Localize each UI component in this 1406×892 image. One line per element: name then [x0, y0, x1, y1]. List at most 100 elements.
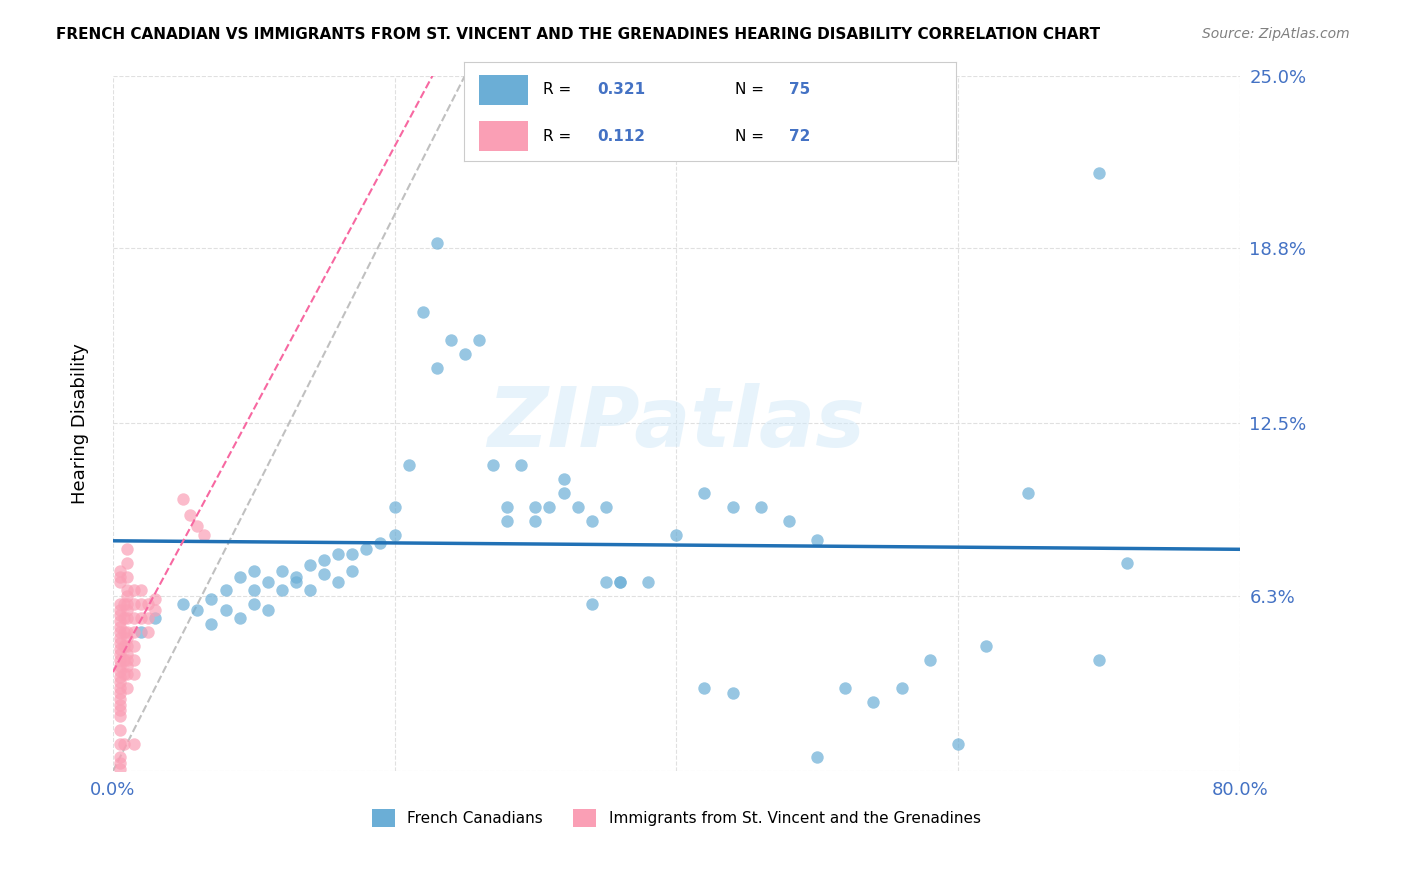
Point [426, 360, 449, 375]
Point [172, 491, 194, 506]
Point [108, 564, 131, 578]
Point [108, 598, 131, 612]
Point [553, 472, 575, 486]
Point [108, 723, 131, 737]
Y-axis label: Hearing Disability: Hearing Disability [72, 343, 89, 504]
Point [108, 625, 131, 640]
Point [129, 583, 152, 598]
Point [172, 598, 194, 612]
Point [115, 653, 138, 667]
Point [112, 737, 135, 751]
Point [108, 636, 131, 650]
FancyBboxPatch shape [478, 75, 529, 104]
Point [665, 528, 688, 542]
Point [553, 486, 575, 500]
Point [122, 639, 145, 653]
Point [115, 541, 138, 556]
Point [946, 737, 969, 751]
Point [122, 583, 145, 598]
Point [108, 750, 131, 764]
Point [567, 500, 589, 514]
Point [200, 591, 222, 606]
Point [384, 500, 406, 514]
Point [426, 235, 449, 250]
Point [186, 519, 208, 533]
Point [115, 681, 138, 695]
Text: N =: N = [734, 82, 769, 97]
Point [129, 598, 152, 612]
Point [284, 569, 307, 583]
Point [112, 598, 135, 612]
Point [242, 564, 264, 578]
Text: 72: 72 [789, 128, 810, 144]
Point [136, 611, 159, 625]
Point [595, 500, 617, 514]
Point [454, 347, 477, 361]
Point [806, 750, 828, 764]
Point [115, 648, 138, 662]
Point [115, 556, 138, 570]
Point [834, 681, 856, 695]
Point [242, 598, 264, 612]
Point [468, 333, 491, 347]
Point [778, 514, 800, 528]
Point [108, 648, 131, 662]
Point [721, 686, 744, 700]
Point [108, 681, 131, 695]
Point [179, 508, 201, 523]
Point [496, 514, 519, 528]
Point [115, 631, 138, 645]
Point [108, 664, 131, 678]
Point [806, 533, 828, 548]
Point [609, 575, 631, 590]
Point [510, 458, 533, 473]
Point [122, 625, 145, 640]
Point [256, 603, 278, 617]
Point [862, 695, 884, 709]
Legend: French Canadians, Immigrants from St. Vincent and the Grenadines: French Canadians, Immigrants from St. Vi… [366, 803, 987, 833]
Point [918, 653, 941, 667]
Point [108, 631, 131, 645]
Point [270, 583, 292, 598]
Point [200, 616, 222, 631]
Point [749, 500, 772, 514]
Point [890, 681, 912, 695]
Point [108, 619, 131, 633]
Point [108, 762, 131, 776]
Point [115, 569, 138, 583]
Text: R =: R = [543, 82, 576, 97]
FancyBboxPatch shape [478, 121, 529, 151]
Point [108, 658, 131, 673]
Point [108, 603, 131, 617]
Text: Source: ZipAtlas.com: Source: ZipAtlas.com [1202, 27, 1350, 41]
Point [129, 611, 152, 625]
Point [214, 603, 236, 617]
Point [108, 670, 131, 684]
Point [112, 639, 135, 653]
Point [108, 575, 131, 590]
Point [314, 553, 336, 567]
Point [143, 591, 166, 606]
Text: 0.112: 0.112 [596, 128, 645, 144]
Point [122, 598, 145, 612]
Point [143, 603, 166, 617]
Point [122, 611, 145, 625]
Point [496, 500, 519, 514]
Point [328, 547, 350, 561]
Point [299, 558, 322, 573]
Point [384, 528, 406, 542]
Point [342, 564, 364, 578]
Point [637, 575, 659, 590]
Text: FRENCH CANADIAN VS IMMIGRANTS FROM ST. VINCENT AND THE GRENADINES HEARING DISABI: FRENCH CANADIAN VS IMMIGRANTS FROM ST. V… [56, 27, 1101, 42]
Point [242, 583, 264, 598]
Point [108, 686, 131, 700]
Point [1088, 653, 1111, 667]
Point [108, 653, 131, 667]
Point [299, 583, 322, 598]
Point [524, 500, 547, 514]
Point [398, 458, 420, 473]
Point [122, 667, 145, 681]
Point [193, 528, 215, 542]
Point [270, 564, 292, 578]
Point [108, 756, 131, 770]
